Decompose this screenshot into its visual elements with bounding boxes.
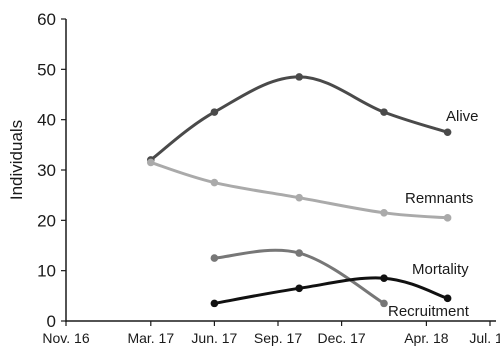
x-tick-label: Sep. 17 xyxy=(254,330,302,346)
y-tick-label: 60 xyxy=(37,10,56,29)
data-point-mortality xyxy=(380,299,388,308)
x-ticks: Nov. 16 Mar. 17 Jun. 17 Sep. 17 Dec. 17 Apr. … xyxy=(42,321,500,346)
y-tick-label: 0 xyxy=(47,312,56,331)
y-tick-label: 40 xyxy=(37,111,56,130)
series-label-remnants: Remnants xyxy=(405,190,473,207)
y-tick-label: 50 xyxy=(37,60,56,79)
series-alive xyxy=(147,73,452,164)
series-line-mortality xyxy=(212,248,386,305)
data-point-recruitment xyxy=(443,294,452,303)
data-point-remnants xyxy=(210,178,219,187)
data-point-remnants xyxy=(295,193,304,202)
series-label-mortality: Mortality xyxy=(412,261,469,278)
series-label-recruitment: Recruitment xyxy=(388,303,470,320)
data-point-mortality xyxy=(210,254,219,262)
y-axis-title: Individuals xyxy=(7,120,26,200)
data-point-alive xyxy=(380,108,388,116)
series-line-remnants xyxy=(149,160,450,220)
series-mortality xyxy=(210,248,388,308)
data-point-remnants xyxy=(147,158,155,167)
x-tick-label: Jul. 18 xyxy=(469,330,500,346)
y-tick-label: 10 xyxy=(37,262,56,281)
x-tick-label: Jun. 17 xyxy=(191,330,237,346)
x-tick-label: Dec. 17 xyxy=(317,330,365,346)
series-label-alive: Alive xyxy=(446,108,479,125)
series-line-alive xyxy=(149,75,450,162)
data-point-alive xyxy=(295,73,304,81)
y-ticks: 0 10 20 30 40 50 60 xyxy=(37,10,66,331)
data-point-recruitment xyxy=(210,299,219,308)
series-labels: Alive Remnants Mortality Recruitment xyxy=(388,108,479,320)
y-tick-label: 20 xyxy=(37,211,56,230)
data-point-alive xyxy=(210,108,219,116)
series-recruitment xyxy=(210,274,452,308)
data-point-remnants xyxy=(380,208,388,217)
data-point-mortality xyxy=(295,249,304,257)
x-tick-label: Apr. 18 xyxy=(404,330,449,346)
data-point-recruitment xyxy=(380,274,388,283)
data-point-remnants xyxy=(443,214,452,222)
series-group xyxy=(147,73,452,308)
data-point-alive xyxy=(443,128,452,137)
x-tick-label: Nov. 16 xyxy=(42,330,89,346)
series-remnants xyxy=(147,158,452,222)
x-tick-label: Mar. 17 xyxy=(127,330,174,346)
series-line-recruitment xyxy=(212,276,450,305)
data-point-recruitment xyxy=(295,284,304,293)
y-tick-label: 30 xyxy=(37,161,56,180)
